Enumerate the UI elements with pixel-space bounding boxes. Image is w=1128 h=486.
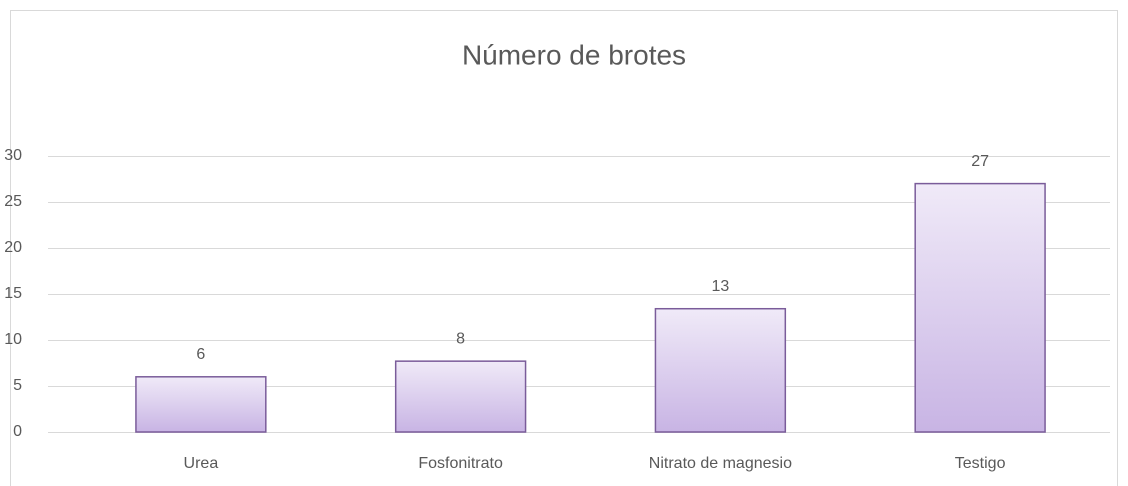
- data-label: 6: [196, 346, 205, 363]
- chart-title: Número de brotes: [462, 39, 686, 70]
- bar: [135, 376, 267, 433]
- y-tick-label: 20: [4, 239, 22, 256]
- y-tick-label: 10: [4, 331, 22, 348]
- y-tick-label: 5: [13, 377, 22, 394]
- y-tick-label: 15: [4, 285, 22, 302]
- y-tick-label: 25: [4, 193, 22, 210]
- y-tick-label: 0: [13, 423, 22, 440]
- x-tick-label: Testigo: [955, 455, 1006, 472]
- bar: [394, 360, 527, 433]
- y-tick-label: 30: [4, 147, 22, 164]
- data-label: 8: [456, 330, 465, 347]
- x-tick-label: Nitrato de magnesio: [649, 455, 792, 472]
- x-tick-label: Urea: [184, 455, 219, 472]
- data-label: 13: [711, 278, 729, 295]
- x-tick-label: Fosfonitrato: [418, 455, 503, 472]
- data-label: 27: [971, 153, 989, 170]
- bar: [914, 182, 1046, 433]
- bar: [654, 307, 787, 433]
